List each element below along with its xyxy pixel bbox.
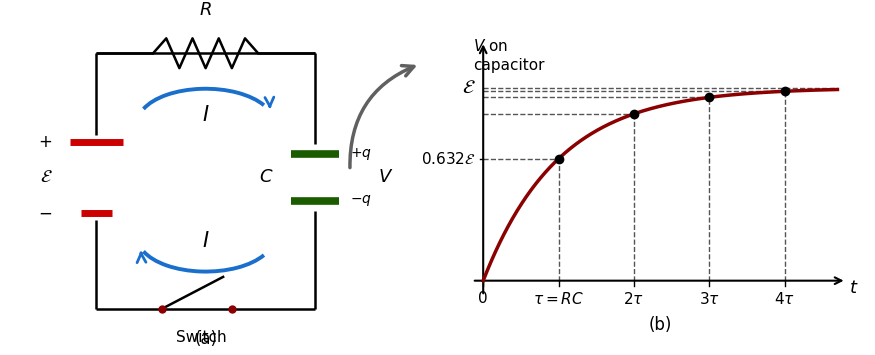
Text: $0.632\mathcal{E}$: $0.632\mathcal{E}$ [421,151,476,167]
Text: Switch: Switch [176,330,227,345]
Text: $-q$: $-q$ [350,193,372,208]
Text: $\mathcal{E}$: $\mathcal{E}$ [462,78,476,97]
Text: $3\tau$: $3\tau$ [699,291,720,307]
Text: $V$: $V$ [379,169,394,186]
Text: $2\tau$: $2\tau$ [624,291,644,307]
Text: $-$: $-$ [38,204,52,222]
Text: $V$ on
capacitor: $V$ on capacitor [473,38,545,73]
Text: $C$: $C$ [259,169,273,186]
Text: (a): (a) [194,330,217,348]
Text: $\tau = RC$: $\tau = RC$ [533,291,584,307]
Text: +: + [38,133,52,151]
Text: $R$: $R$ [200,1,212,19]
Text: (b): (b) [648,316,672,334]
Text: 0: 0 [479,291,488,306]
Text: $t$: $t$ [849,279,858,297]
Text: $4\tau$: $4\tau$ [774,291,795,307]
Text: $+q$: $+q$ [350,146,372,163]
Text: $I$: $I$ [202,105,209,125]
Text: $I$: $I$ [202,231,209,251]
Text: $\mathcal{E}$: $\mathcal{E}$ [39,169,52,186]
